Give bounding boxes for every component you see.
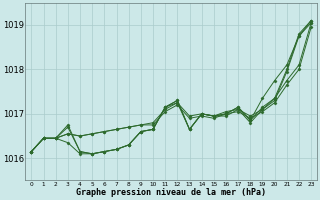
X-axis label: Graphe pression niveau de la mer (hPa): Graphe pression niveau de la mer (hPa)	[76, 188, 266, 197]
